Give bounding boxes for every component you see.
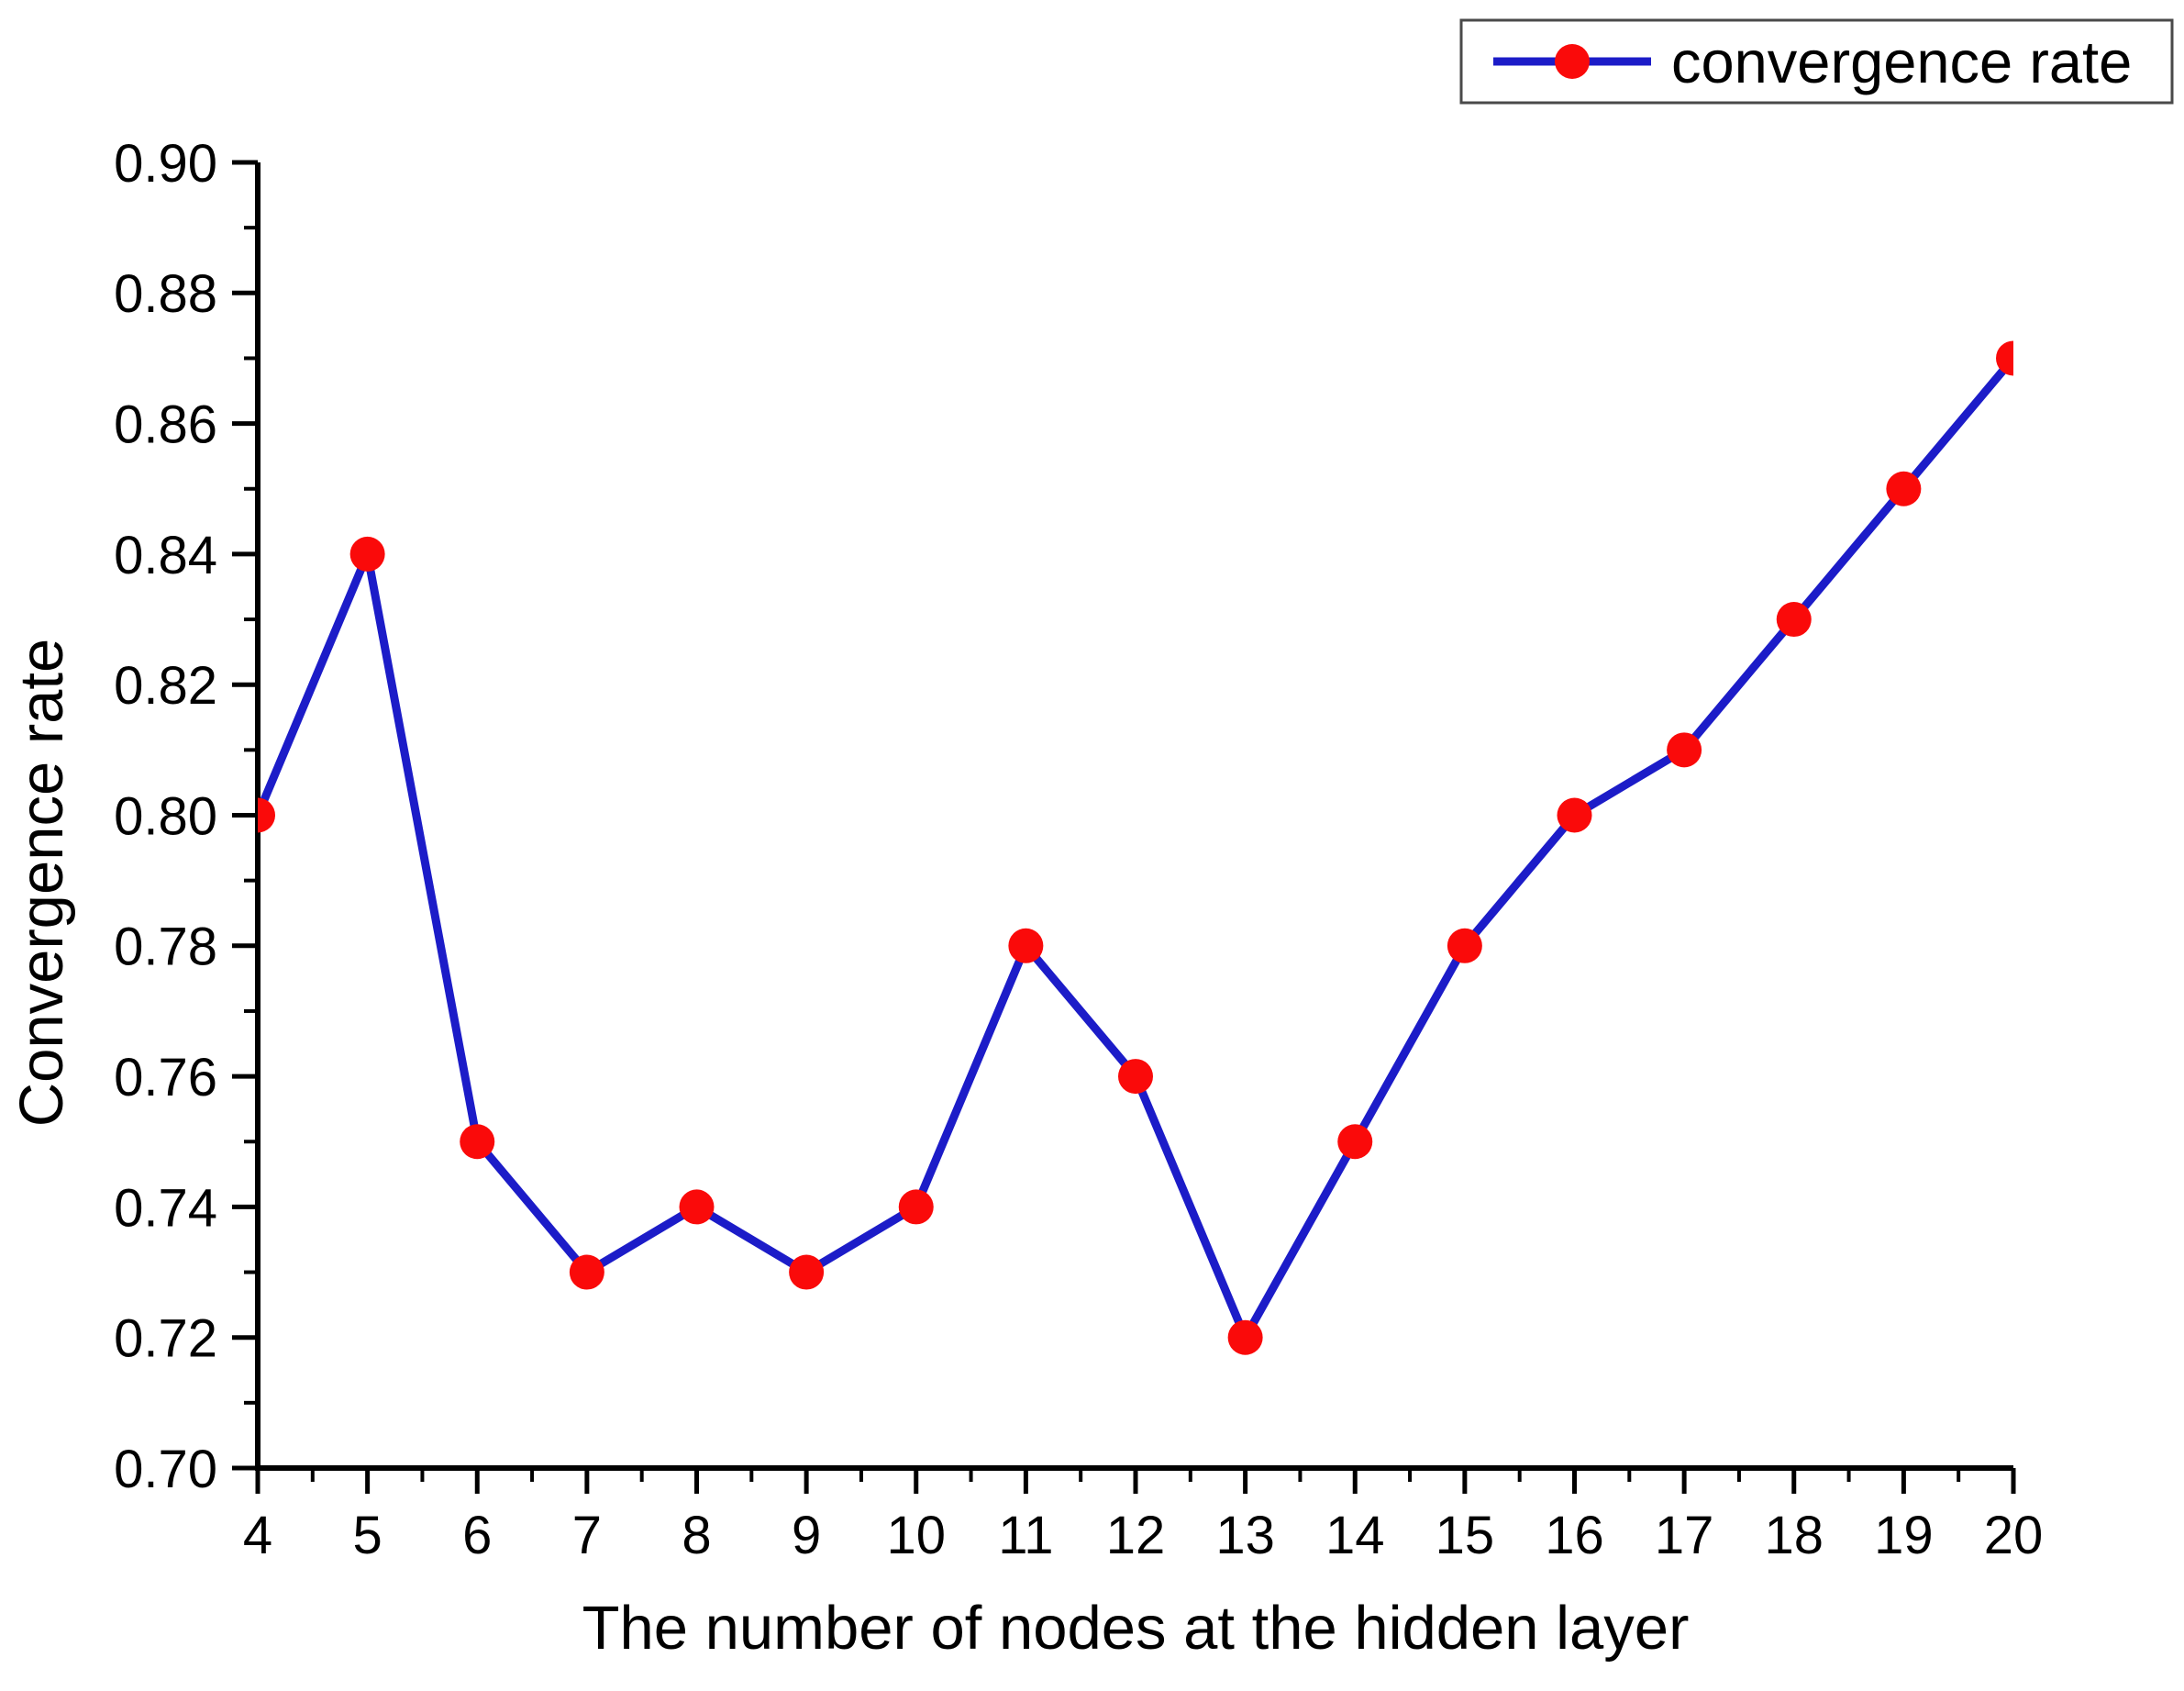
- x-tick-label: 18: [1764, 1506, 1824, 1565]
- y-axis-ticks: [232, 160, 258, 1471]
- x-tick-label: 11: [998, 1506, 1053, 1565]
- data-point: [1008, 928, 1044, 963]
- x-tick-label: 10: [886, 1506, 946, 1565]
- data-point: [569, 1254, 604, 1290]
- y-tick-label: 0.84: [114, 526, 217, 585]
- x-tick-label: 9: [792, 1506, 821, 1565]
- x-axis-ticks: [255, 1468, 2016, 1494]
- data-point: [1337, 1124, 1373, 1160]
- y-tick-label: 0.74: [114, 1178, 217, 1238]
- y-axis-tick-labels: 0.90 0.88 0.86 0.84 0.82 0.80 0.78 0.76 0.74 0.72…: [114, 134, 217, 1499]
- series-convergence-rate: [258, 340, 2013, 1355]
- x-axis-tick-labels: 4 5 6 7 8 9 10 11 12 13 14 15 16 17 18 19 20: [243, 1506, 2043, 1565]
- y-tick-label: 0.88: [114, 264, 217, 324]
- data-point: [1557, 797, 1592, 833]
- data-point: [1227, 1319, 1263, 1355]
- data-point: [898, 1189, 934, 1225]
- x-tick-label: 17: [1655, 1506, 1714, 1565]
- x-tick-label: 13: [1215, 1506, 1275, 1565]
- y-tick-label: 0.80: [114, 786, 217, 846]
- x-tick-label: 6: [462, 1506, 492, 1565]
- y-tick-label: 0.70: [114, 1440, 217, 1499]
- x-tick-label: 20: [1984, 1506, 2044, 1565]
- x-tick-label: 12: [1106, 1506, 1166, 1565]
- y-tick-label: 0.82: [114, 656, 217, 716]
- x-tick-label: 5: [352, 1506, 382, 1565]
- legend-label: convergence rate: [1671, 28, 2132, 95]
- data-point: [1886, 471, 1922, 506]
- x-axis-title: The number of nodes at the hidden layer: [582, 1594, 1690, 1663]
- y-tick-label: 0.78: [114, 918, 217, 977]
- data-point: [258, 797, 275, 833]
- y-axis-title: Convergence rate: [7, 639, 76, 1128]
- data-point: [1776, 602, 1812, 638]
- x-tick-label: 15: [1436, 1506, 1495, 1565]
- series-markers: [258, 340, 2013, 1355]
- axis-lines: [255, 162, 2013, 1471]
- data-point: [1996, 340, 2013, 376]
- x-tick-label: 19: [1874, 1506, 1934, 1565]
- y-tick-label: 0.72: [114, 1309, 217, 1369]
- data-point: [349, 536, 385, 572]
- x-tick-label: 7: [572, 1506, 602, 1565]
- series-line: [258, 353, 2013, 1342]
- x-tick-label: 16: [1545, 1506, 1604, 1565]
- x-tick-label: 8: [682, 1506, 711, 1565]
- x-tick-label: 4: [243, 1506, 272, 1565]
- legend-marker-sample: [1555, 44, 1590, 79]
- data-point: [460, 1124, 495, 1160]
- data-point: [679, 1189, 715, 1225]
- axes: 4 5 6 7 8 9 10 11 12 13 14 15 16 17 18 19 20 0.90 0.88 0.8…: [114, 134, 2043, 1565]
- x-tick-label: 14: [1325, 1506, 1385, 1565]
- y-tick-label: 0.90: [114, 134, 217, 194]
- data-point: [1447, 928, 1482, 963]
- y-tick-label: 0.86: [114, 395, 217, 454]
- data-point: [1118, 1059, 1153, 1095]
- data-point: [789, 1254, 825, 1290]
- data-point: [1667, 732, 1702, 768]
- legend: convergence rate: [1459, 18, 2174, 105]
- y-tick-label: 0.76: [114, 1048, 217, 1107]
